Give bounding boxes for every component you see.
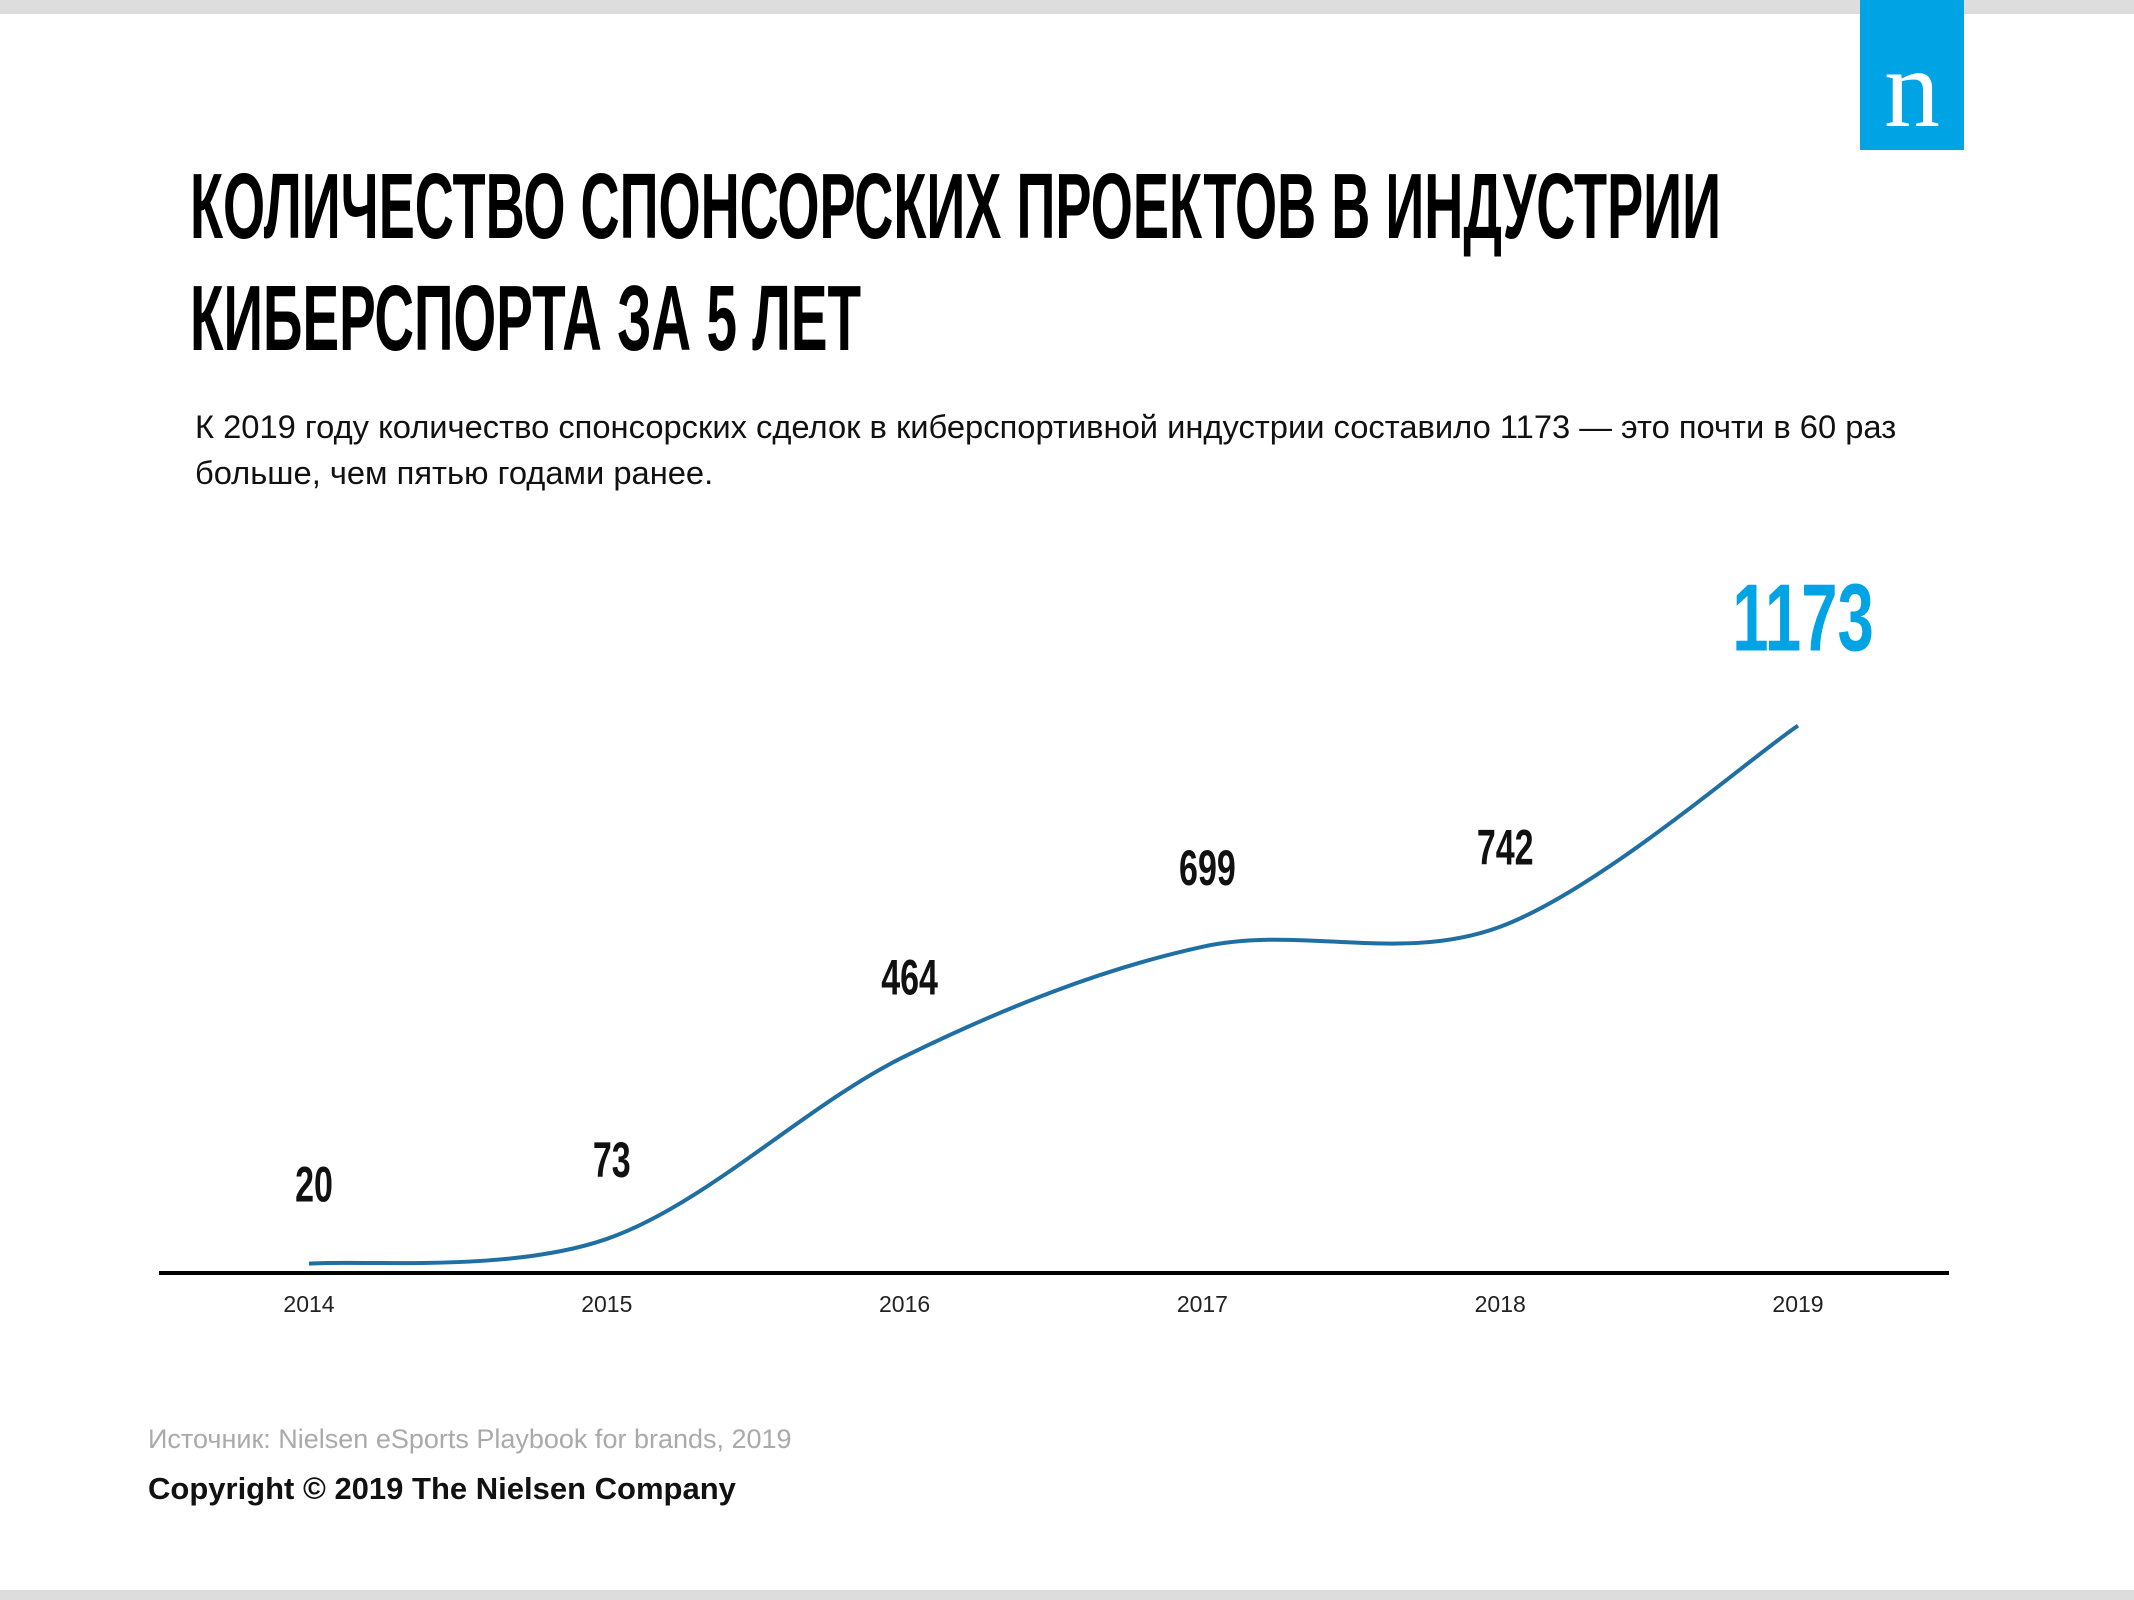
x-tick-label: 2019: [1772, 1291, 1823, 1317]
logo: n: [1884, 27, 1940, 151]
x-tick-label: 2016: [879, 1291, 930, 1317]
x-tick-label: 2018: [1475, 1291, 1526, 1317]
chart-title: КОЛИЧЕСТВО СПОНСОРСКИХ ПРОЕКТОВ В ИНДУСТ…: [190, 154, 1721, 258]
value-label: 20: [295, 1157, 333, 1213]
logo-box: [1860, 0, 1964, 150]
value-label: 1173: [1732, 565, 1874, 671]
value-label: 742: [1477, 820, 1534, 876]
copyright: Copyright © 2019 The Nielsen Company: [148, 1471, 737, 1506]
subtitle: К 2019 году количество спонсорских сдело…: [195, 408, 1897, 491]
value-label: 464: [881, 950, 938, 1006]
line: [308, 723, 1800, 1266]
value-label: 699: [1179, 840, 1236, 896]
x-tick-label: 2015: [581, 1291, 632, 1317]
x-tick-label: 2014: [283, 1291, 334, 1317]
chart-title: КИБЕРСПОРТА ЗА 5 ЛЕТ: [190, 266, 861, 370]
x-tick-label: 2017: [1177, 1291, 1228, 1317]
bottom-bar: [0, 1590, 2134, 1600]
top-bar: [0, 0, 2134, 14]
value-label: 73: [593, 1132, 631, 1188]
source: Источник: Nielsen eSports Playbook for b…: [148, 1424, 792, 1454]
